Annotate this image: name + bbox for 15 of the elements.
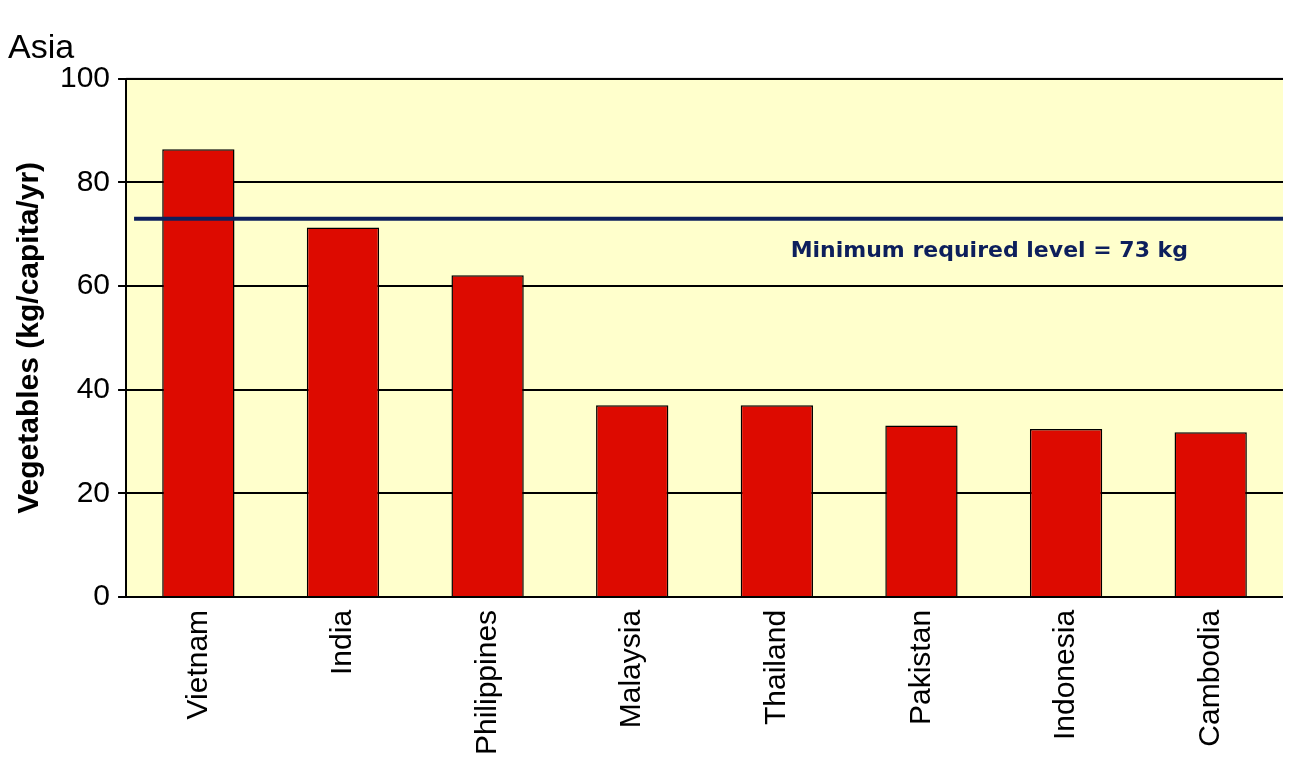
x-tick-label: Pakistan [902, 609, 936, 725]
x-tick-label: Thailand [758, 609, 792, 725]
x-tick-label: Cambodia [1191, 609, 1225, 747]
y-tick-label: 20 [76, 474, 111, 508]
x-tick-label: Philippines [468, 609, 502, 755]
y-tick-label: 60 [76, 267, 111, 301]
x-tick-label: Malaysia [613, 609, 647, 729]
y-axis-title: Vegetables (kg/capita/yr) [11, 161, 45, 514]
y-tick-label: 80 [76, 163, 111, 197]
y-tick-label: 40 [76, 370, 111, 404]
x-tick-label: Indonesia [1047, 609, 1081, 741]
x-tick-label: Vietnam [179, 609, 213, 720]
x-tick-label: India [324, 609, 358, 675]
y-tick-label: 0 [93, 578, 111, 612]
ref-line-label: Minimum required level = 73 kg [790, 237, 1188, 263]
